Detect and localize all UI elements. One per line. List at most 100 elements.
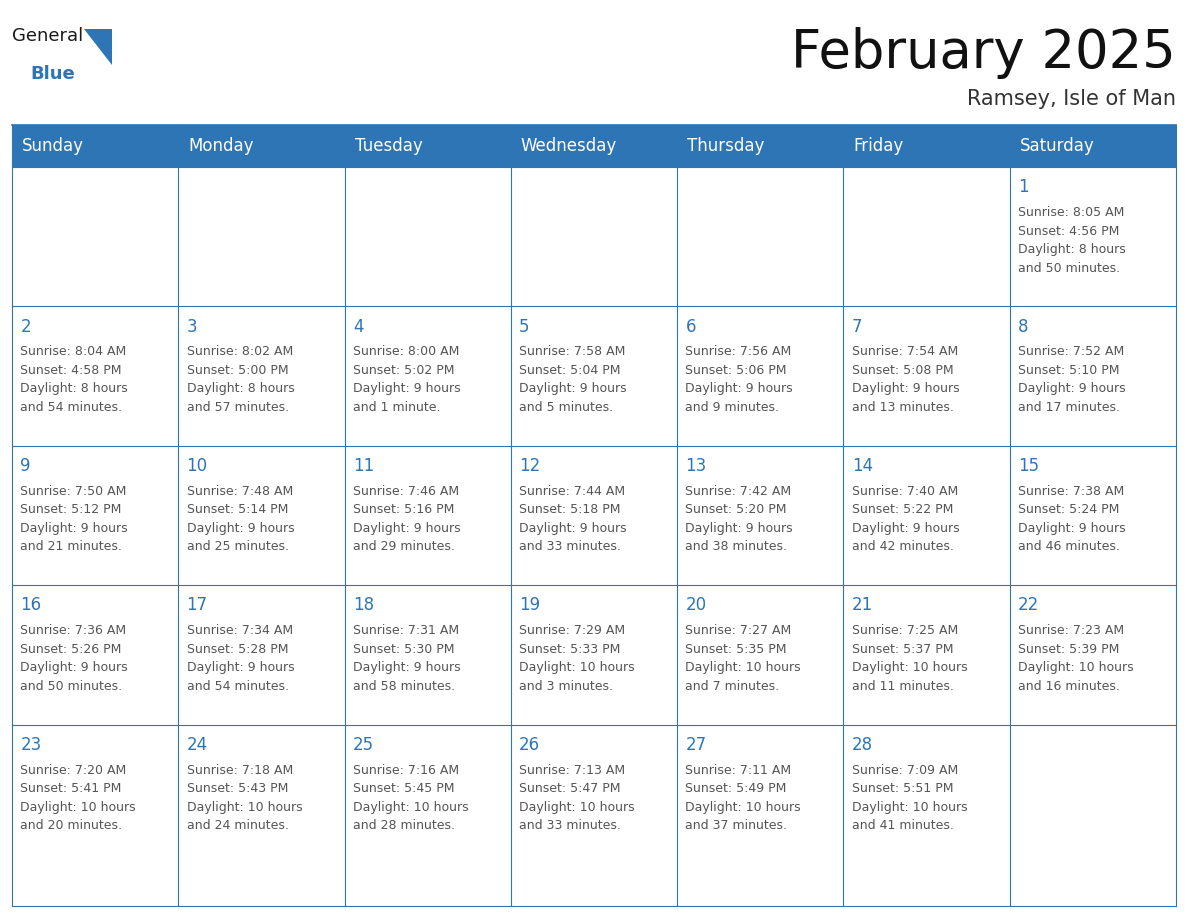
Text: 6: 6 xyxy=(685,318,696,336)
Bar xyxy=(677,446,843,585)
Text: Sunrise: 8:00 AM
Sunset: 5:02 PM
Daylight: 9 hours
and 1 minute.: Sunrise: 8:00 AM Sunset: 5:02 PM Dayligh… xyxy=(353,345,461,414)
Text: 10: 10 xyxy=(187,457,208,475)
Bar xyxy=(178,446,345,585)
Text: Sunrise: 7:34 AM
Sunset: 5:28 PM
Daylight: 9 hours
and 54 minutes.: Sunrise: 7:34 AM Sunset: 5:28 PM Dayligh… xyxy=(187,624,295,693)
Text: Sunrise: 7:09 AM
Sunset: 5:51 PM
Daylight: 10 hours
and 41 minutes.: Sunrise: 7:09 AM Sunset: 5:51 PM Dayligh… xyxy=(852,764,967,832)
Text: Sunday: Sunday xyxy=(21,137,84,155)
Text: Sunrise: 7:23 AM
Sunset: 5:39 PM
Daylight: 10 hours
and 16 minutes.: Sunrise: 7:23 AM Sunset: 5:39 PM Dayligh… xyxy=(1018,624,1133,693)
Bar xyxy=(677,585,843,724)
Text: Sunrise: 7:46 AM
Sunset: 5:16 PM
Daylight: 9 hours
and 29 minutes.: Sunrise: 7:46 AM Sunset: 5:16 PM Dayligh… xyxy=(353,485,461,554)
Bar xyxy=(12,585,178,724)
Text: Sunrise: 7:44 AM
Sunset: 5:18 PM
Daylight: 9 hours
and 33 minutes.: Sunrise: 7:44 AM Sunset: 5:18 PM Dayligh… xyxy=(519,485,627,554)
Text: Sunrise: 7:20 AM
Sunset: 5:41 PM
Daylight: 10 hours
and 20 minutes.: Sunrise: 7:20 AM Sunset: 5:41 PM Dayligh… xyxy=(20,764,135,832)
Text: 28: 28 xyxy=(852,735,873,754)
Text: Sunrise: 7:29 AM
Sunset: 5:33 PM
Daylight: 10 hours
and 3 minutes.: Sunrise: 7:29 AM Sunset: 5:33 PM Dayligh… xyxy=(519,624,634,693)
Bar xyxy=(345,446,511,585)
Text: 7: 7 xyxy=(852,318,862,336)
Text: 15: 15 xyxy=(1018,457,1040,475)
Text: Sunrise: 8:02 AM
Sunset: 5:00 PM
Daylight: 8 hours
and 57 minutes.: Sunrise: 8:02 AM Sunset: 5:00 PM Dayligh… xyxy=(187,345,295,414)
Text: Sunrise: 8:04 AM
Sunset: 4:58 PM
Daylight: 8 hours
and 54 minutes.: Sunrise: 8:04 AM Sunset: 4:58 PM Dayligh… xyxy=(20,345,128,414)
Text: February 2025: February 2025 xyxy=(791,27,1176,79)
Text: 9: 9 xyxy=(20,457,31,475)
Text: 5: 5 xyxy=(519,318,530,336)
Text: Ramsey, Isle of Man: Ramsey, Isle of Man xyxy=(967,89,1176,109)
Text: 1: 1 xyxy=(1018,178,1029,196)
Text: Monday: Monday xyxy=(188,137,254,155)
Bar xyxy=(1010,307,1176,446)
Bar xyxy=(511,125,677,167)
Text: Friday: Friday xyxy=(853,137,904,155)
Bar xyxy=(511,167,677,307)
Text: Sunrise: 7:52 AM
Sunset: 5:10 PM
Daylight: 9 hours
and 17 minutes.: Sunrise: 7:52 AM Sunset: 5:10 PM Dayligh… xyxy=(1018,345,1126,414)
Bar xyxy=(843,125,1010,167)
Bar xyxy=(345,167,511,307)
Polygon shape xyxy=(84,29,112,65)
Bar xyxy=(843,585,1010,724)
Text: 24: 24 xyxy=(187,735,208,754)
Bar xyxy=(677,307,843,446)
Bar xyxy=(12,125,178,167)
Bar xyxy=(511,585,677,724)
Text: Sunrise: 7:42 AM
Sunset: 5:20 PM
Daylight: 9 hours
and 38 minutes.: Sunrise: 7:42 AM Sunset: 5:20 PM Dayligh… xyxy=(685,485,794,554)
Text: 26: 26 xyxy=(519,735,541,754)
Text: Sunrise: 7:56 AM
Sunset: 5:06 PM
Daylight: 9 hours
and 9 minutes.: Sunrise: 7:56 AM Sunset: 5:06 PM Dayligh… xyxy=(685,345,794,414)
Text: 17: 17 xyxy=(187,597,208,614)
Text: Sunrise: 7:18 AM
Sunset: 5:43 PM
Daylight: 10 hours
and 24 minutes.: Sunrise: 7:18 AM Sunset: 5:43 PM Dayligh… xyxy=(187,764,302,832)
Text: Sunrise: 7:54 AM
Sunset: 5:08 PM
Daylight: 9 hours
and 13 minutes.: Sunrise: 7:54 AM Sunset: 5:08 PM Dayligh… xyxy=(852,345,960,414)
Bar xyxy=(345,125,511,167)
Text: Sunrise: 7:40 AM
Sunset: 5:22 PM
Daylight: 9 hours
and 42 minutes.: Sunrise: 7:40 AM Sunset: 5:22 PM Dayligh… xyxy=(852,485,960,554)
Text: Sunrise: 7:48 AM
Sunset: 5:14 PM
Daylight: 9 hours
and 25 minutes.: Sunrise: 7:48 AM Sunset: 5:14 PM Dayligh… xyxy=(187,485,295,554)
Text: 4: 4 xyxy=(353,318,364,336)
Text: Thursday: Thursday xyxy=(687,137,765,155)
Text: Sunrise: 7:38 AM
Sunset: 5:24 PM
Daylight: 9 hours
and 46 minutes.: Sunrise: 7:38 AM Sunset: 5:24 PM Dayligh… xyxy=(1018,485,1126,554)
Text: Sunrise: 7:11 AM
Sunset: 5:49 PM
Daylight: 10 hours
and 37 minutes.: Sunrise: 7:11 AM Sunset: 5:49 PM Dayligh… xyxy=(685,764,801,832)
Bar xyxy=(178,585,345,724)
Text: Wednesday: Wednesday xyxy=(520,137,617,155)
Text: Sunrise: 7:50 AM
Sunset: 5:12 PM
Daylight: 9 hours
and 21 minutes.: Sunrise: 7:50 AM Sunset: 5:12 PM Dayligh… xyxy=(20,485,128,554)
Text: Sunrise: 7:31 AM
Sunset: 5:30 PM
Daylight: 9 hours
and 58 minutes.: Sunrise: 7:31 AM Sunset: 5:30 PM Dayligh… xyxy=(353,624,461,693)
Text: 14: 14 xyxy=(852,457,873,475)
Bar xyxy=(1010,446,1176,585)
Text: Tuesday: Tuesday xyxy=(354,137,422,155)
Bar xyxy=(843,167,1010,307)
Text: 2: 2 xyxy=(20,318,31,336)
Text: 19: 19 xyxy=(519,597,541,614)
Bar xyxy=(1010,125,1176,167)
Text: 25: 25 xyxy=(353,735,374,754)
Text: Sunrise: 8:05 AM
Sunset: 4:56 PM
Daylight: 8 hours
and 50 minutes.: Sunrise: 8:05 AM Sunset: 4:56 PM Dayligh… xyxy=(1018,206,1126,274)
Bar xyxy=(345,724,511,864)
Text: Sunrise: 7:27 AM
Sunset: 5:35 PM
Daylight: 10 hours
and 7 minutes.: Sunrise: 7:27 AM Sunset: 5:35 PM Dayligh… xyxy=(685,624,801,693)
Text: 21: 21 xyxy=(852,597,873,614)
Text: 20: 20 xyxy=(685,597,707,614)
Text: 22: 22 xyxy=(1018,597,1040,614)
Bar xyxy=(178,167,345,307)
Text: Sunrise: 7:25 AM
Sunset: 5:37 PM
Daylight: 10 hours
and 11 minutes.: Sunrise: 7:25 AM Sunset: 5:37 PM Dayligh… xyxy=(852,624,967,693)
Text: 3: 3 xyxy=(187,318,197,336)
Bar xyxy=(178,724,345,864)
Text: 12: 12 xyxy=(519,457,541,475)
Bar xyxy=(511,724,677,864)
Text: 27: 27 xyxy=(685,735,707,754)
Bar xyxy=(1010,167,1176,307)
Text: 16: 16 xyxy=(20,597,42,614)
Text: 8: 8 xyxy=(1018,318,1029,336)
Bar xyxy=(677,125,843,167)
Text: Saturday: Saturday xyxy=(1019,137,1094,155)
Text: Sunrise: 7:16 AM
Sunset: 5:45 PM
Daylight: 10 hours
and 28 minutes.: Sunrise: 7:16 AM Sunset: 5:45 PM Dayligh… xyxy=(353,764,468,832)
Bar xyxy=(12,307,178,446)
Text: Blue: Blue xyxy=(30,65,75,83)
Bar xyxy=(843,307,1010,446)
Bar xyxy=(1010,724,1176,864)
Bar xyxy=(677,724,843,864)
Bar xyxy=(12,446,178,585)
Bar xyxy=(677,167,843,307)
Bar xyxy=(843,446,1010,585)
Text: Sunrise: 7:13 AM
Sunset: 5:47 PM
Daylight: 10 hours
and 33 minutes.: Sunrise: 7:13 AM Sunset: 5:47 PM Dayligh… xyxy=(519,764,634,832)
Bar xyxy=(178,307,345,446)
Bar xyxy=(1010,585,1176,724)
Bar xyxy=(345,307,511,446)
Bar xyxy=(511,307,677,446)
Bar xyxy=(12,167,178,307)
Bar xyxy=(511,446,677,585)
Bar xyxy=(345,585,511,724)
